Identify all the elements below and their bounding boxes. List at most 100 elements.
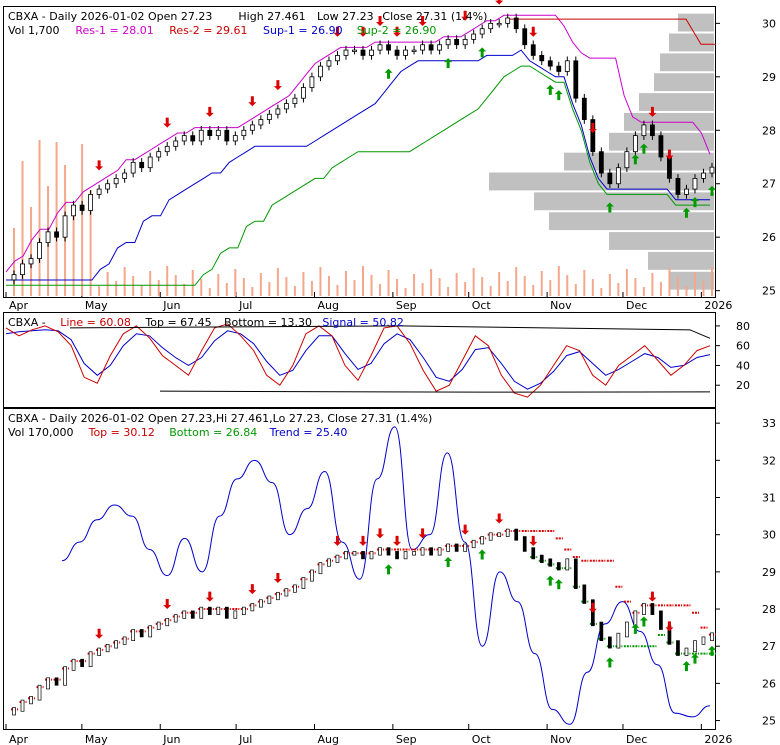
trend-y-tick-label: 31 xyxy=(762,492,776,505)
sup2-line xyxy=(6,65,710,286)
candle-body xyxy=(283,103,289,110)
trend-candle xyxy=(369,551,374,560)
volume-bar xyxy=(532,285,535,296)
trend-sell-arrow xyxy=(648,591,657,602)
x-tick-label-trend: Dec xyxy=(626,733,647,745)
candle-body xyxy=(224,129,230,142)
candle-body xyxy=(360,49,366,56)
candle-body xyxy=(488,22,494,30)
trend-candle xyxy=(335,554,340,563)
stoch-y-tick-label: 60 xyxy=(736,340,750,353)
stoch-legend-item: Signal = 50.82 xyxy=(322,316,404,329)
candle-body xyxy=(37,242,42,259)
candle-body xyxy=(530,44,536,56)
trend-candle xyxy=(97,647,101,656)
price-y-tick-label: 26 xyxy=(762,231,776,244)
trend-candle xyxy=(327,558,331,567)
trend-candle xyxy=(710,632,714,641)
stoch-line xyxy=(5,323,711,398)
volume-profile-bar xyxy=(669,271,714,290)
candle-body xyxy=(403,49,408,56)
volume-bar xyxy=(38,140,41,296)
price-title-part: High 27.461 xyxy=(238,10,305,23)
candle-body xyxy=(241,129,247,137)
candle-body xyxy=(198,129,204,142)
candle-body xyxy=(573,60,579,99)
candle-body xyxy=(156,151,162,158)
candle-body xyxy=(581,97,587,120)
trend-buy-arrow xyxy=(444,556,453,567)
candle-body xyxy=(462,39,468,46)
trend-y-tick-label: 28 xyxy=(762,603,776,616)
trend-candle xyxy=(352,551,357,556)
trend-candle xyxy=(539,554,544,563)
volume-bar xyxy=(293,286,296,296)
trend-candle xyxy=(650,603,655,615)
stoch-bottom-band xyxy=(159,390,711,393)
volume-bar xyxy=(21,161,24,296)
price-legend-item: Res-1 = 28.01 xyxy=(75,24,153,37)
x-tick-label-trend: 2026 xyxy=(704,733,732,745)
trend-candle xyxy=(88,651,93,668)
trend-buy-arrow xyxy=(631,623,640,634)
trend-candle xyxy=(344,551,348,560)
x-tick-label-trend: Jun xyxy=(162,733,180,745)
sell-signal-arrow xyxy=(333,26,342,37)
trend-candle xyxy=(156,621,161,630)
volume-bar xyxy=(455,273,458,296)
trend-sell-arrow xyxy=(461,524,470,535)
volume-bar xyxy=(225,283,228,296)
sell-signal-arrow xyxy=(95,160,104,171)
volume-bar xyxy=(617,283,620,296)
candle-body xyxy=(352,49,357,52)
price-y-tick-label: 29 xyxy=(762,71,776,84)
trend-candle xyxy=(139,629,144,638)
price-y-tick-label: 25 xyxy=(762,285,776,298)
trend-sell-arrow xyxy=(665,621,674,632)
buy-signal-arrow xyxy=(478,47,487,58)
volume-profile-bar xyxy=(489,172,714,191)
volume-bar xyxy=(464,282,467,296)
candle-body xyxy=(632,135,638,153)
volume-bar xyxy=(310,281,313,296)
trend-sell-arrow xyxy=(95,628,104,639)
trend-candle xyxy=(659,610,663,630)
volume-bar xyxy=(217,274,220,296)
candle-body xyxy=(164,145,170,153)
trend-candle xyxy=(625,621,629,638)
trend-candle xyxy=(395,551,399,560)
volume-profile-bar xyxy=(660,53,714,72)
trend-candle xyxy=(633,610,638,627)
candle-body xyxy=(232,135,238,142)
candle-body xyxy=(675,177,681,195)
trend-candle xyxy=(148,625,153,638)
trend-buy-arrow xyxy=(478,549,487,560)
price-legend-item: Sup-1 = 26.90 xyxy=(263,24,343,37)
candle-body xyxy=(454,39,460,46)
volume-bar xyxy=(387,270,390,296)
volume-bar xyxy=(327,276,330,296)
sell-signal-arrow xyxy=(163,117,172,128)
stoch-legend-item: Bottom = 13.30 xyxy=(224,316,312,329)
trend-sell-arrow xyxy=(248,584,257,595)
trend-candle xyxy=(693,640,697,653)
volume-bar xyxy=(81,144,84,296)
x-tick-label-price: Dec xyxy=(626,299,647,312)
trend-candle xyxy=(224,606,229,619)
x-tick-label-price: Jul xyxy=(238,299,252,312)
volume-bar xyxy=(523,276,526,296)
candle-body xyxy=(658,135,664,158)
trend-candle xyxy=(207,606,212,615)
trend-candle xyxy=(642,603,646,615)
x-tick-label-price: Nov xyxy=(550,299,572,312)
volume-bar xyxy=(702,281,705,296)
candle-body xyxy=(522,28,528,46)
sell-signal-arrow xyxy=(248,96,257,107)
volume-bar xyxy=(132,276,135,296)
candle-body xyxy=(54,231,59,238)
volume-bar xyxy=(634,278,637,296)
volume-profile-bar xyxy=(669,33,714,52)
buy-signal-arrow xyxy=(605,202,614,213)
sell-signal-arrow xyxy=(205,106,214,117)
